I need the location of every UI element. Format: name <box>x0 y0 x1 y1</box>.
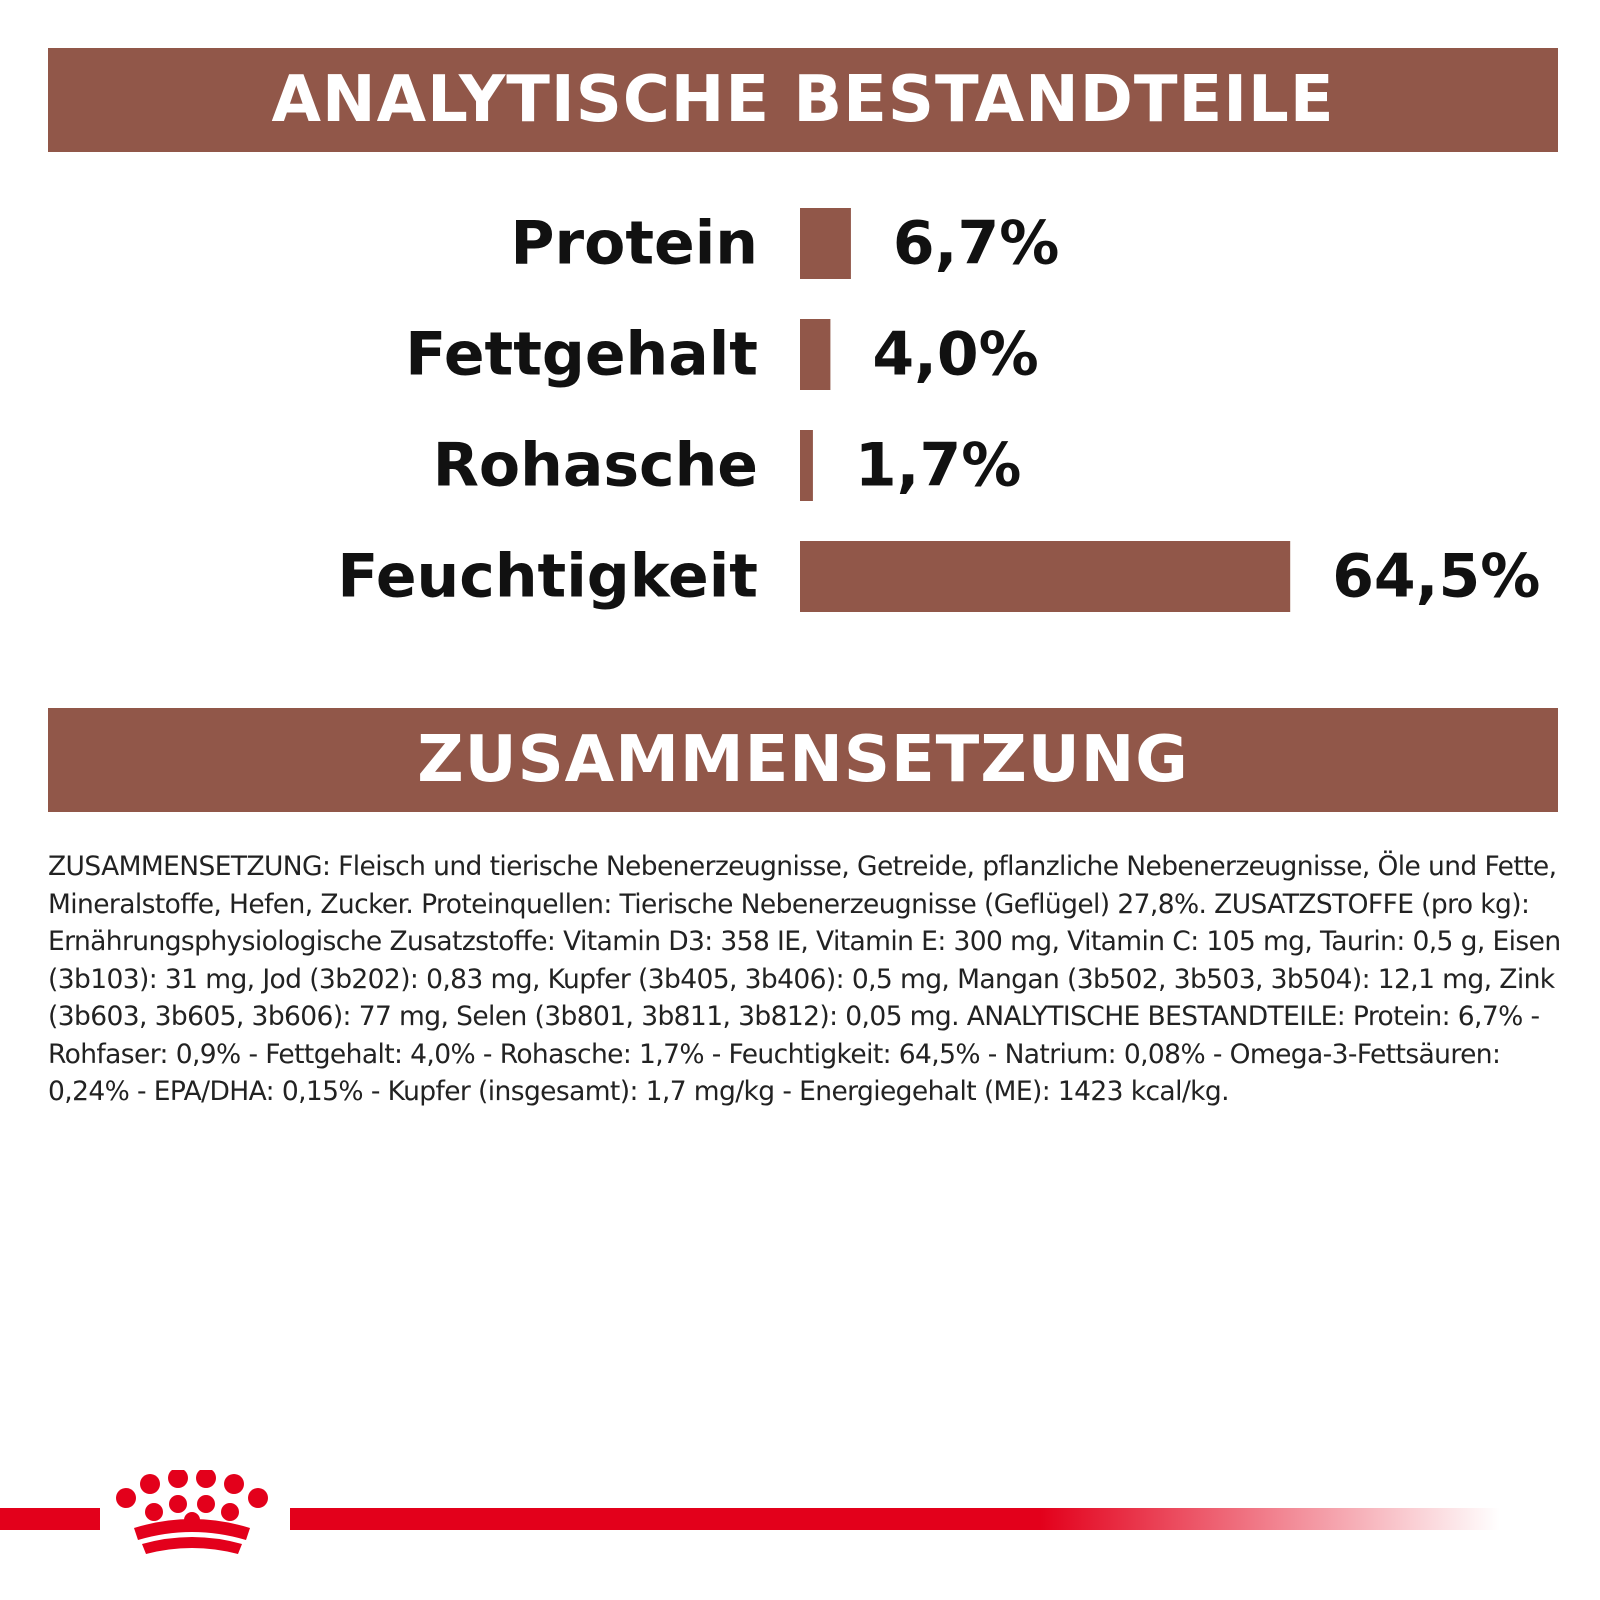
composition-text: ZUSAMMENSETZUNG: Fleisch und tierische N… <box>48 851 1561 1107</box>
analysis-header-banner: ANALYTISCHE BESTANDTEILE <box>48 48 1558 152</box>
composition-title: ZUSAMMENSETZUNG <box>417 723 1189 797</box>
bar-label-rohasche: Rohasche <box>433 431 758 501</box>
bar-protein <box>800 208 851 279</box>
bar-value-feuchtigkeit: 64,5% <box>1332 542 1540 612</box>
crown-logo-icon <box>116 1470 268 1554</box>
bar-rohasche <box>800 430 813 501</box>
bar-label-fettgehalt: Fettgehalt <box>405 320 758 390</box>
brand-strip <box>0 1470 1600 1560</box>
bar-label-protein: Protein <box>511 209 758 279</box>
analysis-title: ANALYTISCHE BESTANDTEILE <box>271 63 1335 137</box>
bar-label-feuchtigkeit: Feuchtigkeit <box>337 542 758 612</box>
composition-header-banner: ZUSAMMENSETZUNG <box>48 708 1558 812</box>
nutrient-bar-chart: Protein 6,7% Fettgehalt 4,0% Rohasche 1,7% Feu… <box>337 208 1540 612</box>
bar-value-fettgehalt: 4,0% <box>872 320 1038 390</box>
brand-stripe-right <box>290 1508 1500 1530</box>
bar-value-protein: 6,7% <box>893 209 1059 279</box>
bar-fettgehalt <box>800 319 831 390</box>
bar-value-rohasche: 1,7% <box>855 431 1021 501</box>
brand-stripe-left <box>0 1508 100 1530</box>
bar-feuchtigkeit <box>800 541 1291 612</box>
